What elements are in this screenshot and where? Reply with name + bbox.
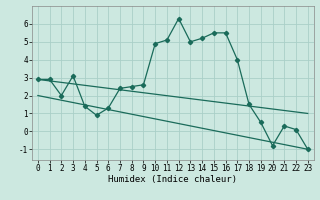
X-axis label: Humidex (Indice chaleur): Humidex (Indice chaleur) [108, 175, 237, 184]
